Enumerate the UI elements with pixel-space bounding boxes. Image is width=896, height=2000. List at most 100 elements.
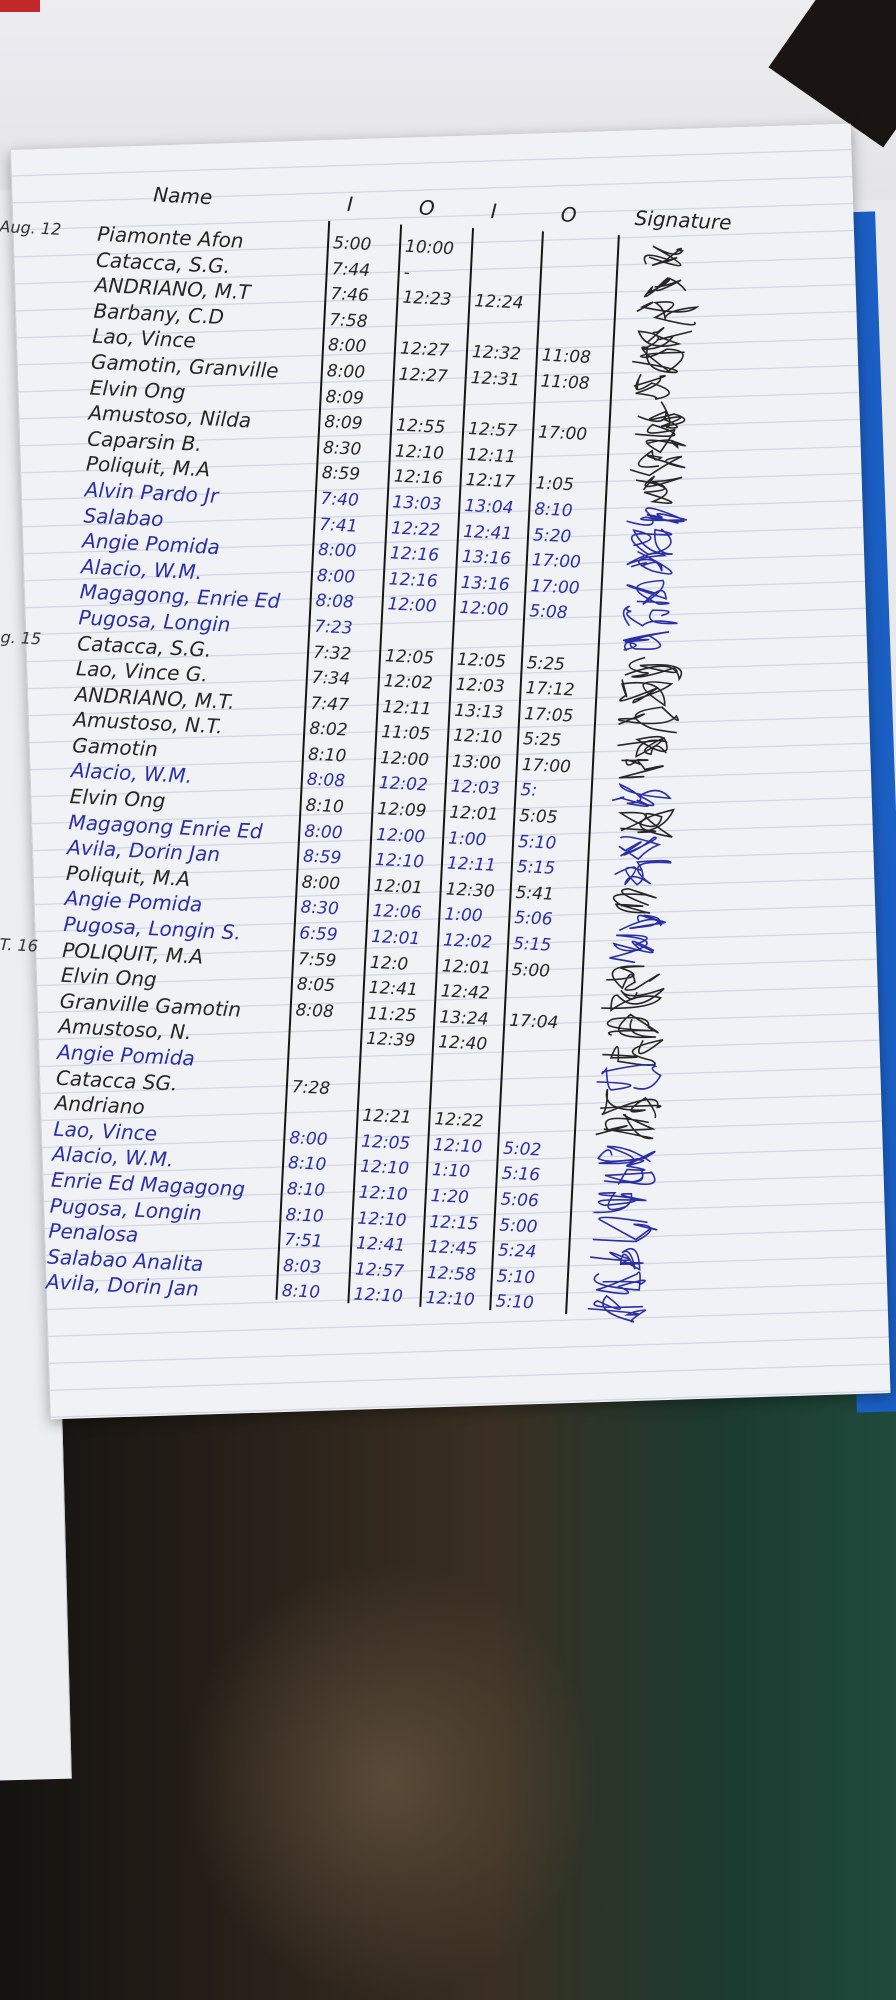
time-out-pm: 5:10 [517,831,557,854]
time-in-am: 7:44 [331,258,371,281]
table-row: Angie Pomida 8:30 12:06 1:00 5:06 [28,883,808,947]
table-row: Enrie Ed Magagong 8:10 12:10 1:20 5:06 [15,1164,795,1228]
signature-scribble [622,605,678,627]
time-in-pm: 12:11 [466,444,517,468]
signature-scribble [611,783,672,808]
signature-scribble [618,835,662,860]
time-in-pm: 12:30 [445,879,496,902]
time-out-am: 12:41 [355,1233,406,1257]
time-out-pm: 5:06 [513,908,554,931]
time-out-pm: 17:05 [523,703,574,727]
time-out-pm: 5:15 [512,933,552,956]
time-out-am: 12:57 [354,1259,405,1282]
signature-scribble [617,808,676,838]
signature-scribble [629,449,686,476]
time-out-pm: 11:08 [541,345,592,369]
time-out-am: 12:11 [382,696,432,720]
time-in-am: 8:08 [295,1000,335,1022]
signature-scribble [612,887,657,914]
time-in-pm: 1:10 [431,1160,471,1183]
time-in-pm: 12:10 [425,1288,476,1311]
signature-scribble [600,1088,662,1118]
table-row: Granville Gamotin 8:08 11:25 13:24 17:04 [23,985,803,1049]
signature-scribble [643,245,684,267]
table-row: Pugosa, Longin S. 6:59 12:01 12:02 5:15 [27,908,807,972]
signature-scribble [632,346,685,374]
time-in-pm: 12:24 [473,291,524,314]
signature-scribble [618,914,667,932]
time-in-am: 8:10 [285,1204,325,1227]
signature-scribble [619,679,674,707]
table-row: Avila, Dorin Jan 8:10 12:10 12:10 5:10 [10,1266,790,1330]
time-in-am: 8:00 [288,1127,329,1150]
time-in-am: 8:05 [296,974,336,997]
signature-scribble [592,1216,658,1242]
time-out-pm: 5:00 [511,959,551,982]
table-row: Aug. 15 Catacca, S.G. 7:32 12:05 12:05 5:25 [0,626,821,691]
table-row: Angie Pomida 8:00 12:16 13:16 17:00 [46,525,826,589]
time-out-pm: 5: [520,780,538,802]
time-in-am: 8:00 [316,565,356,588]
header-name: Name [152,182,213,210]
signature-scribble [617,736,668,759]
signature-scribble [587,1295,647,1323]
time-in-pm: 12:45 [427,1237,478,1260]
time-in-am: 7:32 [312,642,352,665]
table-row: Magagong, Enrie Ed 8:08 12:00 12:00 5:08 [43,576,823,640]
signature-scribble [618,758,664,779]
signature-scribble [597,1145,656,1167]
header-in-1: I [346,191,354,217]
time-in-am: 8:10 [281,1281,321,1304]
time-in-am: 8:00 [326,361,366,383]
table-row: Gamotin 8:10 12:00 13:00 17:00 [36,729,816,793]
time-out-pm: 5:02 [502,1138,542,1161]
time-in-pm: 12:58 [426,1262,477,1286]
time-in-am: 7:28 [291,1076,331,1099]
signature-scribble [601,987,665,1012]
time-in-pm: 12:31 [470,368,521,391]
header-out-1: O [418,195,436,221]
time-out-am: 12:55 [395,415,446,439]
time-in-am: 6:59 [298,923,339,946]
table-row: Elvin Ong 8:05 12:41 12:42 [25,959,805,1023]
table-row: Alacio, W.M. 8:08 12:02 12:03 5: [35,755,815,819]
time-in-pm: 1:20 [430,1186,470,1208]
signature-scribble [636,301,700,326]
signature-scribble [637,400,686,429]
time-in-am: 7:46 [330,284,370,307]
time-in-am: 8:08 [315,591,355,613]
time-out-pm: 5:06 [500,1189,540,1212]
time-out-pm: 1:05 [535,473,575,496]
time-in-am: 8:00 [327,335,367,358]
time-in-am: 8:59 [321,463,361,486]
time-in-am: 5:00 [332,233,372,256]
signature-scribble [635,475,683,505]
time-in-am: 7:58 [328,309,369,332]
time-out-pm: 5:16 [501,1163,541,1186]
signature-scribble [637,326,693,350]
time-out-am: 12:41 [368,978,419,1001]
time-out-am: 12:09 [377,799,427,822]
time-out-am: 12:01 [373,875,424,899]
signature-scribble [604,1165,656,1186]
table-row: Catacca SG. 7:28 [20,1062,800,1126]
time-in-am: 8:00 [317,539,357,562]
time-in-am: 8:03 [282,1255,322,1278]
red-object [0,0,40,12]
table-row: Barbany, C.D 7:58 [57,295,837,359]
time-out-pm: 5:41 [515,882,555,905]
time-in-am: 8:10 [287,1153,327,1176]
time-out-pm: 5:10 [495,1291,535,1314]
table-row: Salabao Analita 8:03 12:57 12:58 5:10 [11,1240,791,1304]
time-in-am: 7:34 [311,667,351,690]
table-row: ANDRIANO, M.T 7:46 12:23 12:24 [58,269,838,333]
time-out-pm: 8:10 [533,499,574,522]
table-row: Lao, Vince 8:00 12:27 12:32 11:08 [56,320,836,384]
time-out-am: 12:00 [379,748,430,771]
time-out-pm: 5:25 [522,729,562,752]
table-row: Salabao 7:41 12:22 12:41 5:20 [47,499,827,563]
table-row: Pugosa, Longin 8:10 12:10 12:15 5:00 [13,1189,793,1253]
time-in-am: 8:02 [308,718,349,741]
time-out-am: 12:05 [384,645,435,669]
time-out-am: 12:05 [360,1131,411,1154]
